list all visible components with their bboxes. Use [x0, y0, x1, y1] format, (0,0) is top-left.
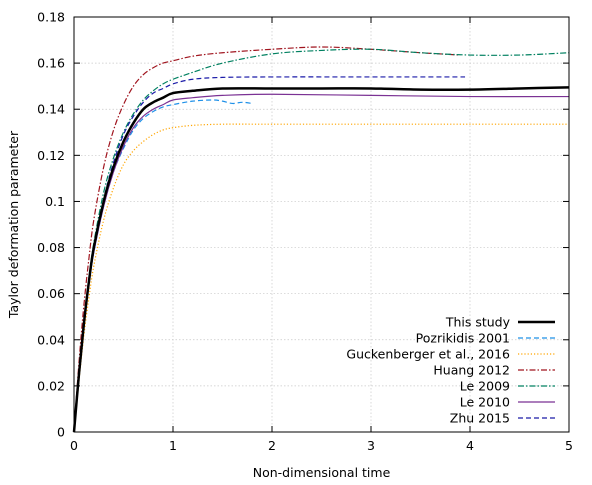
- x-tick-label: 5: [565, 438, 573, 453]
- y-tick-label: 0.16: [37, 56, 65, 71]
- legend-label-zhu-2015: Zhu 2015: [450, 411, 510, 426]
- legend-label-guckenberger-et-al-2016: Guckenberger et al., 2016: [346, 347, 510, 362]
- legend-label-le-2009: Le 2009: [460, 379, 510, 394]
- y-tick-label: 0.02: [37, 378, 65, 393]
- y-tick-label: 0.1: [45, 194, 65, 209]
- series-line-pozrikidis-2001: [73, 99, 253, 433]
- y-tick-label: 0.12: [37, 148, 65, 163]
- x-tick-label: 3: [367, 438, 375, 453]
- y-tick-label: 0.06: [37, 286, 65, 301]
- x-tick-label: 2: [268, 438, 276, 453]
- grid-lines: [74, 17, 569, 432]
- x-tick-label: 0: [70, 438, 78, 453]
- y-axis-label: Taylor deformation parameter: [6, 130, 21, 319]
- series-layer: [72, 46, 570, 433]
- series-line-guckenberger-et-al-2016: [73, 123, 569, 433]
- series-line-this-study: [72, 86, 570, 433]
- y-tick-label: 0.08: [37, 240, 65, 255]
- series-line-zhu-2015: [73, 76, 466, 433]
- x-tick-label: 4: [466, 438, 474, 453]
- legend-label-pozrikidis-2001: Pozrikidis 2001: [416, 331, 510, 346]
- y-tick-label: 0.18: [37, 10, 65, 25]
- plot-frame: [73, 16, 570, 433]
- legend-label-le-2010: Le 2010: [460, 395, 510, 410]
- y-tick-label: 0: [57, 425, 65, 440]
- legend-label-huang-2012: Huang 2012: [433, 363, 510, 378]
- series-line-huang-2012: [73, 46, 461, 433]
- y-tick-label: 0.04: [37, 332, 65, 347]
- x-tick-label: 1: [169, 438, 177, 453]
- x-axis-label: Non-dimensional time: [253, 465, 391, 480]
- y-tick-label: 0.14: [37, 102, 65, 117]
- axis-ticks: 0 1 2 3 4 5 0 0.02 0.04 0.06 0.08 0.1 0.12 0.14 0.16 0.…: [37, 10, 573, 454]
- legend-label-this-study: This study: [445, 315, 511, 330]
